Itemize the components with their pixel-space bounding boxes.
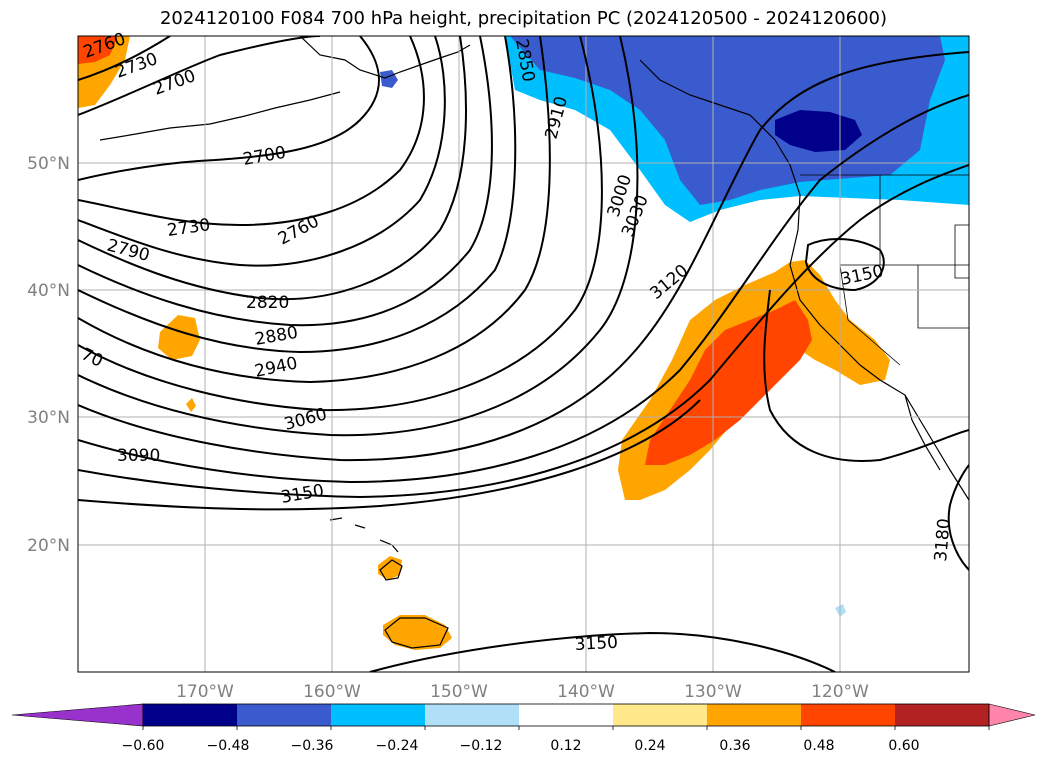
lat-label: 40°N [27,281,70,301]
colorbar-segment [237,704,332,726]
colorbar-tick: −0.36 [291,738,334,754]
colorbar-tick: −0.48 [207,738,250,754]
colorbar-segment [519,704,614,726]
colorbar [11,703,1036,730]
borders [800,174,969,366]
colorbar-tick: 0.24 [634,738,665,754]
colorbar-segment [707,704,802,726]
colorbar-tick: 0.60 [888,738,919,754]
map-title: 2024120100 F084 700 hPa height, precipit… [159,8,888,29]
lat-label-group: 50°N 40°N 30°N 20°N [27,154,70,556]
colorbar-segment [331,704,426,726]
colorbar-tick: −0.12 [460,738,503,754]
lon-label: 140°W [557,682,615,702]
colorbar-tick: −0.60 [122,738,165,754]
contour-label: 3150 [574,633,618,655]
lon-label: 130°W [684,682,742,702]
contour-label: 2820 [246,293,289,313]
height-contours [78,36,969,672]
lat-label: 20°N [27,536,70,556]
lon-label: 150°W [430,682,488,702]
colorbar-tick-group: −0.60 −0.48 −0.36 −0.24 −0.12 0.12 0.24 … [122,738,920,754]
colorbar-segment [801,704,896,726]
colorbar-tick: 0.36 [719,738,750,754]
colorbar-extend-high [988,703,1036,727]
contour-label: 3090 [117,446,160,466]
lat-label: 30°N [27,408,70,428]
colorbar-segment [895,704,990,726]
colorbar-extend-low [11,703,144,727]
colorbar-tick: 0.12 [550,738,581,754]
colorbar-tick: −0.24 [376,738,419,754]
graticule [78,36,969,672]
colorbar-tick: 0.48 [803,738,834,754]
colorbar-segment [613,704,708,726]
lon-label: 160°W [303,682,361,702]
lon-label: 170°W [176,682,234,702]
contour-label: 3180 [931,518,955,563]
colorbar-segment [143,704,238,726]
precip-shading-central [618,260,890,500]
colorbar-segment [425,704,520,726]
map-border [77,35,970,673]
lat-label: 50°N [27,154,70,174]
lon-label-group: 170°W 160°W 150°W 140°W 130°W 120°W [176,682,869,702]
lon-label: 120°W [811,682,869,702]
colorbar-outline [142,703,990,727]
